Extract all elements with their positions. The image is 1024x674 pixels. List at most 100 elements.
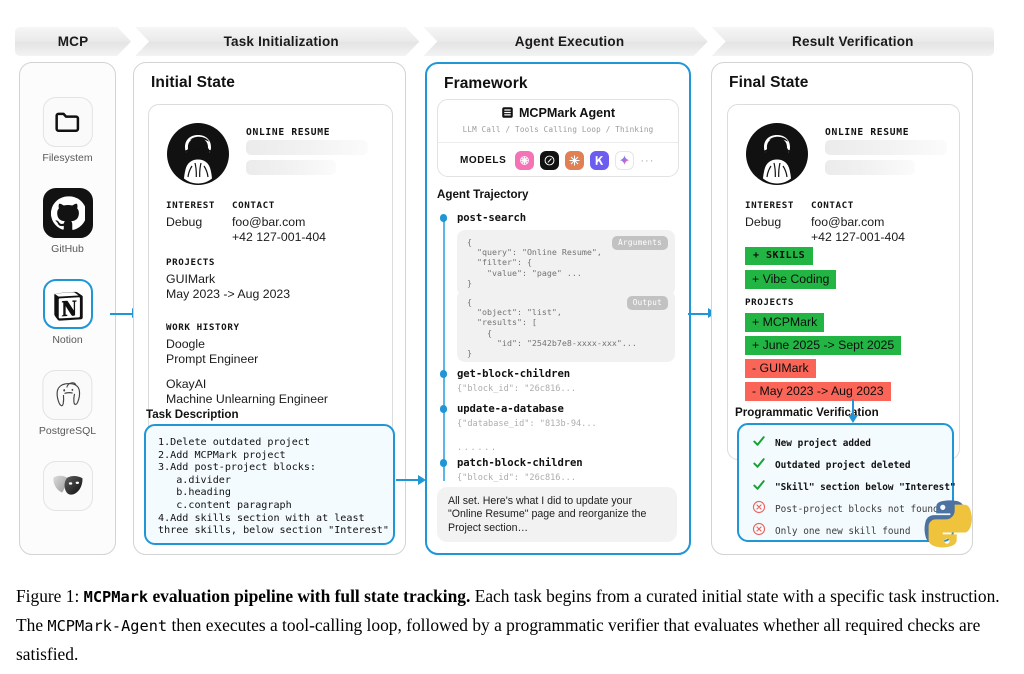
trajectory-step-name: get-block-children	[457, 368, 571, 380]
check-icon	[752, 456, 766, 475]
server-stack-icon	[501, 106, 514, 122]
task-description-box: 1.Delete outdated project 2.Add MCPMark …	[144, 424, 395, 545]
notion-icon	[42, 279, 93, 329]
resume-interest-label: INTEREST	[166, 200, 216, 211]
agent-trajectory-title: Agent Trajectory	[437, 188, 529, 201]
kimi-icon[interactable]	[590, 151, 610, 170]
trajectory-dot	[439, 405, 447, 413]
agent-final-message-text: All set. Here's what I did to update you…	[448, 495, 647, 534]
models-more[interactable]: ···	[640, 154, 655, 167]
initial-resume-card: ONLINE RESUME INTEREST Debug CONTACT foo…	[148, 104, 393, 460]
caption-mono-inline: MCPMark-Agent	[47, 617, 168, 635]
resume-project-dates: May 2023 -> Aug 2023	[166, 287, 291, 301]
check-icon	[752, 478, 766, 497]
resume-interest-value: Debug	[166, 215, 203, 229]
verification-text: Outdated project deleted	[775, 460, 911, 471]
verification-text: Only one new skill found	[775, 526, 911, 537]
github-icon	[42, 188, 93, 238]
diff-tag-guimark-dates: - May 2023 -> Aug 2023	[745, 382, 891, 401]
diff-tag-vibe-coding: + Vibe Coding	[745, 270, 837, 289]
trajectory-step-name: update-a-database	[457, 403, 564, 415]
postgresql-icon	[42, 370, 93, 420]
resume-job-1-role: Machine Unlearning Engineer	[166, 392, 329, 406]
trajectory-step-name: post-search	[457, 212, 527, 224]
verification-text: New project added	[775, 438, 871, 449]
trajectory-step-snippet: {"database_id": "813b-94...	[457, 419, 597, 429]
resume-contact-email: foo@bar.com	[811, 215, 885, 229]
resume-heading: ONLINE RESUME	[825, 127, 910, 138]
stage-result-verification-label: Result Verification	[792, 34, 914, 49]
resume-job-0-company: Doogle	[166, 337, 205, 351]
diff-tag-mcpmark-dates: + June 2025 -> Sept 2025	[745, 336, 902, 355]
trajectory-step-name: patch-block-children	[457, 457, 583, 469]
resume-skeleton-bar-2	[825, 160, 915, 175]
stage-task-initialization: Task Initialization	[135, 27, 419, 56]
trajectory-arguments-box: Arguments { "query": "Online Resume", "f…	[457, 230, 675, 296]
stage-agent-execution-label: Agent Execution	[514, 34, 625, 49]
verification-row: Only one new skill found	[752, 522, 910, 541]
arrow-framework-to-final-line	[688, 312, 710, 315]
caption-body-1: Each task begins from a curated initial …	[16, 586, 1000, 635]
caption-bold-rest: evaluation pipeline with full state trac…	[148, 586, 471, 606]
resume-contact-phone: +42 127-001-404	[811, 230, 906, 244]
mcp-server-filesystem[interactable]: Filesystem	[42, 97, 93, 164]
mcp-server-github[interactable]: GitHub	[42, 188, 93, 255]
resume-contact-phone: +42 127-001-404	[232, 230, 327, 244]
diff-tag-guimark: - GUIMark	[745, 359, 816, 378]
resume-heading: ONLINE RESUME	[246, 127, 331, 138]
verification-row: Outdated project deleted	[752, 456, 910, 475]
stage-agent-execution: Agent Execution	[423, 27, 707, 56]
arrow-final-to-verification-head	[847, 415, 858, 423]
resume-contact-email: foo@bar.com	[232, 215, 306, 229]
resume-project-name: GUIMark	[166, 272, 216, 286]
resume-projects-label: PROJECTS	[745, 297, 795, 308]
task-description-text: 1.Delete outdated project 2.Add MCPMark …	[158, 437, 389, 537]
agent-subtitle: LLM Call / Tools Calling Loop / Thinking	[462, 125, 654, 134]
models-label: MODELS	[460, 155, 507, 166]
agent-final-message-bubble: All set. Here's what I did to update you…	[437, 487, 677, 542]
resume-skeleton-bar-1	[825, 140, 947, 155]
verification-row: "Skill" section below "Interest"	[752, 478, 956, 497]
verification-row: New project added	[752, 434, 871, 453]
python-logo	[921, 497, 973, 549]
stage-task-initialization-label: Task Initialization	[223, 34, 339, 49]
output-code: { "object": "list", "results": [ { "id":…	[467, 297, 637, 359]
trajectory-step-snippet: {"block_id": "26c816...	[457, 384, 576, 394]
trajectory-timeline	[443, 216, 445, 481]
figure-caption: Figure 1: MCPMark evaluation pipeline wi…	[16, 582, 1009, 668]
cross-circle-icon	[752, 500, 766, 519]
verification-text: Post-project blocks not found	[775, 504, 939, 515]
mcpmark-agent-card: MCPMark Agent LLM Call / Tools Calling L…	[437, 99, 679, 177]
trajectory-dot	[439, 214, 447, 222]
grok-icon[interactable]	[540, 151, 560, 170]
final-resume-card: ONLINE RESUME INTEREST Debug CONTACT foo…	[727, 104, 960, 460]
caption-bold-mono: MCPMark	[83, 588, 149, 606]
resume-interest-value: Debug	[745, 215, 782, 229]
mcp-server-filesystem-label: Filesystem	[42, 152, 93, 164]
diff-tag-skills: + SKILLS	[745, 247, 814, 265]
mcp-server-playwright[interactable]	[42, 461, 93, 516]
final-state-title: Final State	[729, 74, 809, 91]
arrow-final-to-verification-line	[852, 399, 855, 417]
mcp-server-postgresql[interactable]: PostgreSQL	[39, 370, 96, 437]
task-description-title: Task Description	[146, 408, 239, 421]
resume-interest-label: INTEREST	[745, 200, 795, 211]
programmatic-verification-title: Programmatic Verification	[735, 406, 879, 419]
resume-projects-label: PROJECTS	[166, 257, 216, 268]
agent-name-label: MCPMark Agent	[518, 106, 616, 120]
gemini-icon[interactable]	[615, 151, 635, 170]
avatar	[166, 122, 230, 186]
trajectory-dot	[439, 459, 447, 467]
verification-text: "Skill" section below "Interest"	[775, 482, 956, 493]
resume-job-1-company: OkayAI	[166, 377, 207, 391]
playwright-masks-icon	[42, 461, 93, 511]
stage-mcp: MCP	[15, 27, 131, 56]
mcp-server-notion[interactable]: Notion	[42, 279, 93, 346]
claude-icon[interactable]	[565, 151, 585, 170]
resume-contact-label: CONTACT	[232, 200, 275, 211]
mcp-server-postgresql-label: PostgreSQL	[38, 425, 97, 437]
arguments-chip: Arguments	[612, 236, 668, 250]
pipeline-stage-bar: MCP Task Initialization Agent Execution …	[15, 27, 994, 56]
openai-icon[interactable]	[515, 151, 535, 170]
agent-name-row: MCPMark Agent	[438, 106, 678, 122]
